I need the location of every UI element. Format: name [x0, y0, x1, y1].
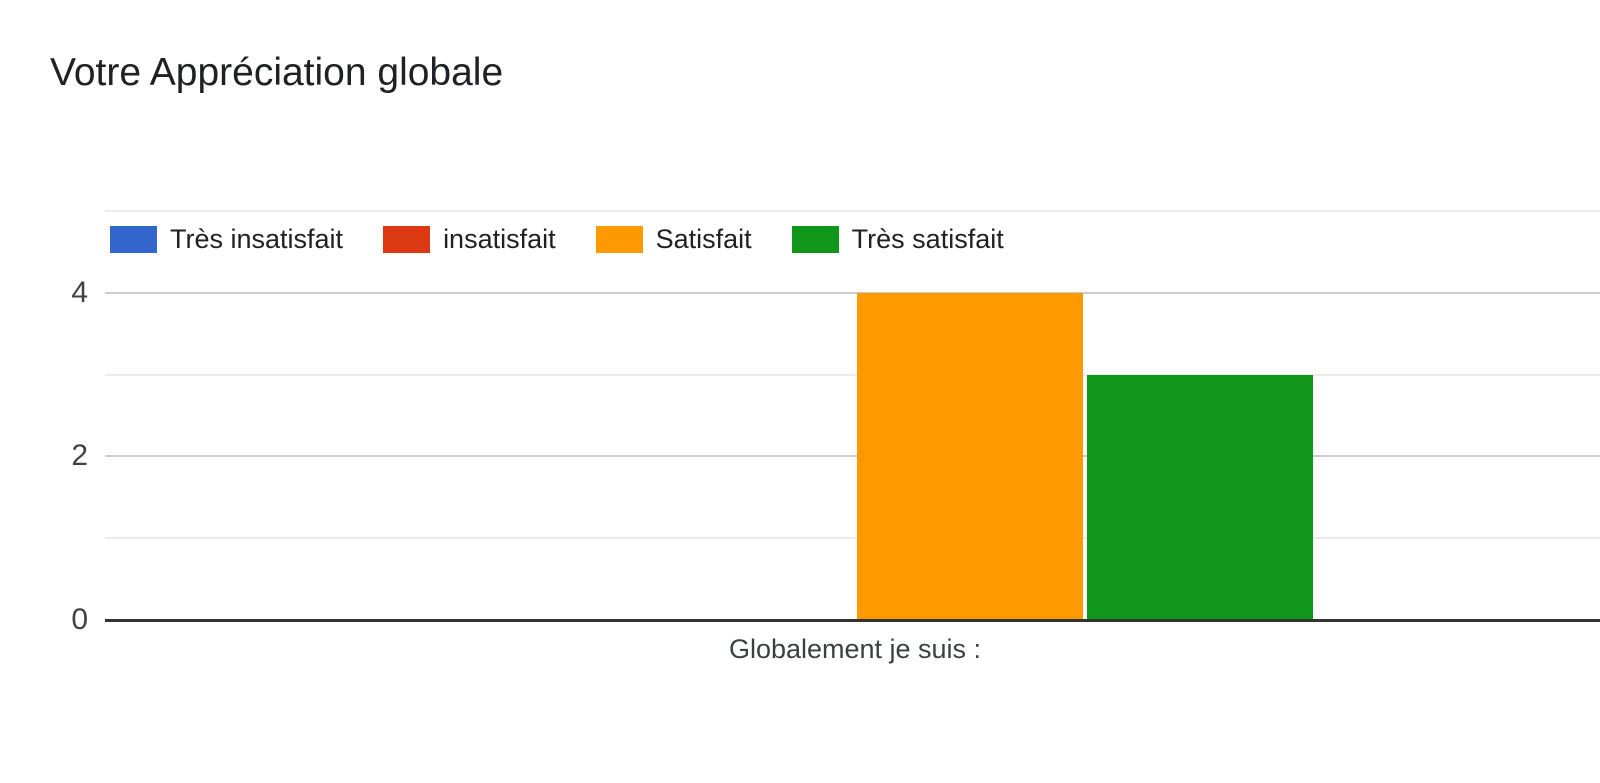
legend-item-insatisfait: insatisfait	[383, 224, 556, 255]
legend-label: Très satisfait	[851, 224, 1004, 254]
chart-title: Votre Appréciation globale	[50, 51, 504, 94]
legend: Très insatisfait insatisfait Satisfait T…	[110, 224, 1004, 255]
y-tick-label-0: 0	[71, 603, 88, 636]
plot-area	[105, 210, 1600, 622]
gridline-2	[105, 455, 1600, 457]
legend-swatch-insatisfait	[383, 226, 431, 253]
legend-swatch-tres-insatisfait	[110, 226, 157, 253]
x-axis-label: Globalement je suis :	[728, 634, 982, 664]
y-tick-label-2: 2	[71, 439, 88, 472]
gridline-5	[105, 210, 1600, 212]
legend-label: insatisfait	[443, 224, 556, 254]
y-tick-label-4: 4	[71, 276, 88, 309]
bar-tres-satisfait[interactable]	[1087, 375, 1313, 620]
legend-swatch-satisfait	[595, 226, 643, 253]
legend-label: Très insatisfait	[170, 224, 344, 254]
legend-item-tres-satisfait: Très satisfait	[791, 224, 1004, 255]
legend-item-satisfait: Satisfait	[595, 224, 752, 255]
legend-label: Satisfait	[655, 224, 752, 254]
x-axis-line	[105, 619, 1600, 622]
gridline-1	[105, 537, 1600, 539]
gridline-3	[105, 374, 1600, 376]
legend-swatch-tres-satisfait	[791, 226, 839, 253]
bar-satisfait[interactable]	[857, 293, 1083, 620]
gridline-4	[105, 292, 1600, 294]
legend-item-tres-insatisfait: Très insatisfait	[110, 224, 343, 255]
